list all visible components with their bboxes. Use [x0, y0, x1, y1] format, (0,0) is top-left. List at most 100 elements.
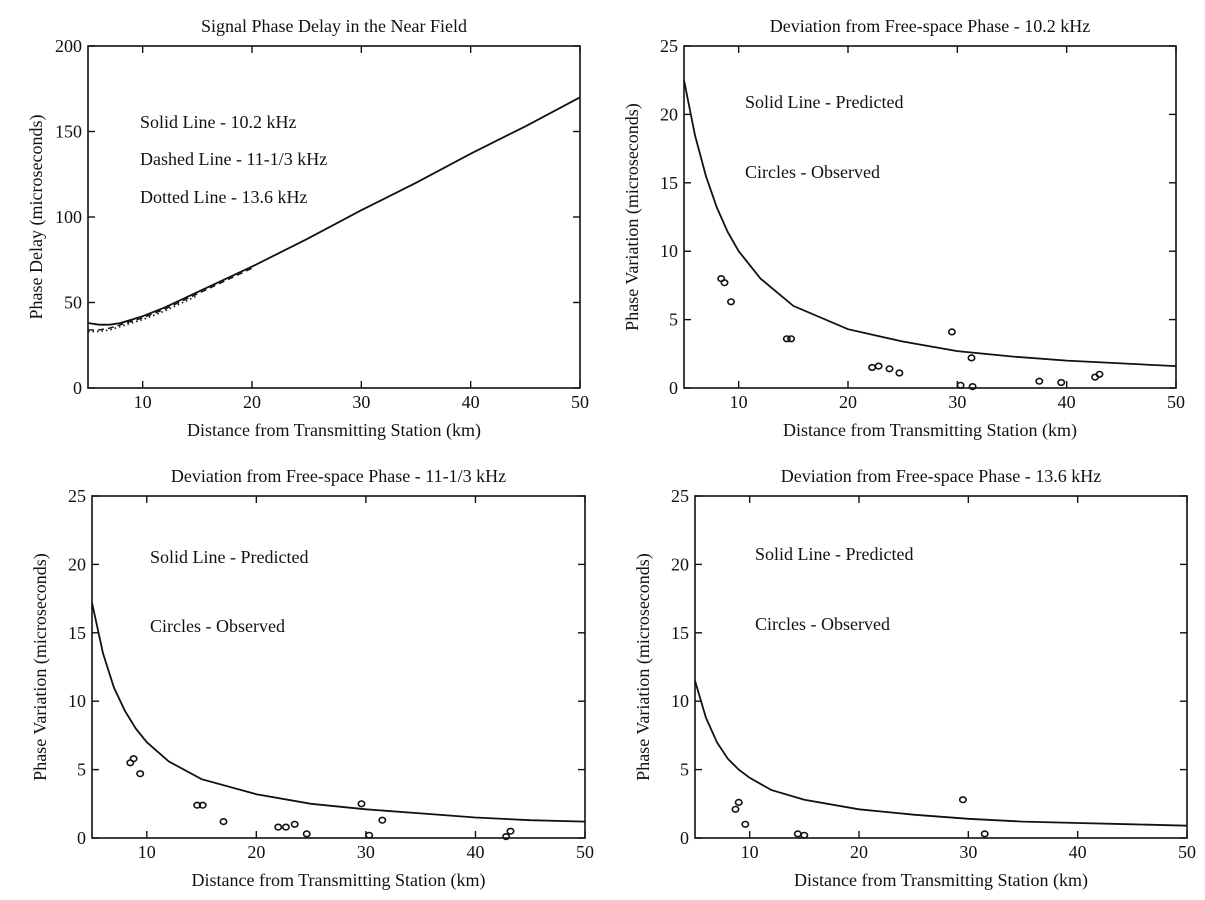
x-tick-label: 40	[462, 392, 480, 412]
x-tick-label: 10	[134, 392, 152, 412]
chart-annotation: Dotted Line - 13.6 kHz	[140, 187, 307, 207]
chart-title: Signal Phase Delay in the Near Field	[201, 16, 467, 36]
observed-point	[502, 832, 511, 841]
plot-frame	[683, 45, 1177, 389]
observed-point	[357, 800, 366, 808]
observed-point	[506, 827, 515, 835]
y-axis-label: Phase Delay (microseconds)	[26, 115, 47, 320]
chart-annotation: Solid Line - 10.2 kHz	[140, 112, 296, 132]
observed-point	[1095, 370, 1104, 378]
chart-annotation: Solid Line - Predicted	[745, 92, 903, 112]
x-tick-label: 20	[850, 842, 868, 862]
x-tick-label: 30	[948, 392, 966, 412]
x-tick-label: 20	[243, 392, 261, 412]
y-tick-label: 25	[660, 36, 678, 56]
y-tick-label: 15	[68, 623, 86, 643]
observed-point	[967, 354, 976, 362]
chart-annotation: Circles - Observed	[755, 614, 890, 634]
chart-annotation: Dashed Line - 11-1/3 kHz	[140, 149, 327, 169]
observed-point	[793, 830, 802, 838]
chart-panel-1: Signal Phase Delay in the Near Field 10 20…	[26, 16, 589, 441]
observed-point	[302, 830, 311, 838]
x-axis-label: Distance from Transmitting Station (km)	[783, 420, 1077, 441]
observed-point	[274, 823, 283, 831]
y-tick-label: 0	[680, 828, 689, 848]
x-tick-label: 20	[839, 392, 857, 412]
x-tick-label: 30	[352, 392, 370, 412]
x-tick-label: 50	[1178, 842, 1196, 862]
y-tick-label: 10	[671, 691, 689, 711]
chart-annotation: Circles - Observed	[745, 162, 880, 182]
y-axis-label: Phase Variation (microseconds)	[622, 103, 643, 331]
y-tick-label: 20	[660, 104, 678, 124]
observed-point	[129, 755, 138, 763]
series-line-dashed	[88, 267, 253, 331]
x-tick-label: 30	[357, 842, 375, 862]
y-tick-label: 150	[55, 122, 82, 142]
observed-point	[868, 363, 877, 372]
plot-frame	[91, 495, 586, 839]
series-line-dotted	[88, 294, 198, 333]
observed-point	[895, 369, 904, 377]
observed-point	[378, 816, 387, 824]
observed-point	[1035, 377, 1044, 385]
predicted-line	[683, 80, 1177, 367]
observed-point	[193, 801, 202, 809]
chart-panel-3: Deviation from Free-space Phase - 11-1/3…	[30, 466, 594, 891]
x-tick-label: 10	[138, 842, 156, 862]
y-tick-label: 50	[64, 293, 82, 313]
chart-annotation: Solid Line - Predicted	[755, 544, 913, 564]
plot-frame	[87, 45, 581, 389]
x-tick-label: 50	[1167, 392, 1185, 412]
predicted-line	[91, 602, 586, 823]
y-axis-label: Phase Variation (microseconds)	[633, 553, 654, 781]
observed-point	[136, 770, 145, 778]
y-tick-label: 25	[68, 486, 86, 506]
y-tick-label: 100	[55, 207, 82, 227]
chart-title: Deviation from Free-space Phase - 10.2 k…	[770, 16, 1090, 36]
chart-annotation: Circles - Observed	[150, 616, 285, 636]
observed-point	[219, 817, 228, 826]
y-tick-label: 25	[671, 486, 689, 506]
x-tick-label: 10	[730, 392, 748, 412]
chart-annotation: Solid Line - Predicted	[150, 547, 308, 567]
x-tick-label: 40	[1069, 842, 1087, 862]
observed-point	[281, 823, 290, 831]
x-tick-label: 20	[247, 842, 265, 862]
x-tick-label: 40	[466, 842, 484, 862]
observed-point	[968, 383, 977, 391]
observed-point	[731, 805, 740, 813]
x-axis-label: Distance from Transmitting Station (km)	[187, 420, 481, 441]
y-tick-label: 0	[669, 378, 678, 398]
y-tick-label: 5	[669, 310, 678, 330]
y-tick-label: 5	[77, 760, 86, 780]
y-tick-label: 5	[680, 760, 689, 780]
y-tick-label: 15	[671, 623, 689, 643]
observed-point	[885, 365, 894, 373]
y-tick-label: 200	[55, 36, 82, 56]
observed-point	[980, 830, 989, 838]
observed-point	[720, 279, 729, 287]
observed-point	[947, 328, 956, 336]
observed-point	[958, 796, 967, 804]
observed-point	[782, 335, 791, 343]
observed-point	[198, 801, 207, 809]
x-tick-label: 40	[1058, 392, 1076, 412]
observed-point	[726, 298, 735, 306]
y-tick-label: 20	[671, 554, 689, 574]
predicted-line	[694, 680, 1188, 827]
series-line-solid	[87, 96, 581, 326]
y-tick-label: 10	[68, 691, 86, 711]
chart-title: Deviation from Free-space Phase - 11-1/3…	[171, 466, 506, 486]
x-tick-label: 10	[741, 842, 759, 862]
chart-panel-4: Deviation from Free-space Phase - 13.6 k…	[633, 466, 1196, 891]
observed-point	[734, 798, 743, 807]
y-axis-label: Phase Variation (microseconds)	[30, 553, 51, 781]
observed-point	[1057, 378, 1066, 387]
observed-point	[365, 831, 374, 839]
observed-point	[800, 831, 809, 839]
plot-frame	[694, 495, 1188, 839]
x-tick-label: 50	[576, 842, 594, 862]
chart-title: Deviation from Free-space Phase - 13.6 k…	[781, 466, 1101, 486]
